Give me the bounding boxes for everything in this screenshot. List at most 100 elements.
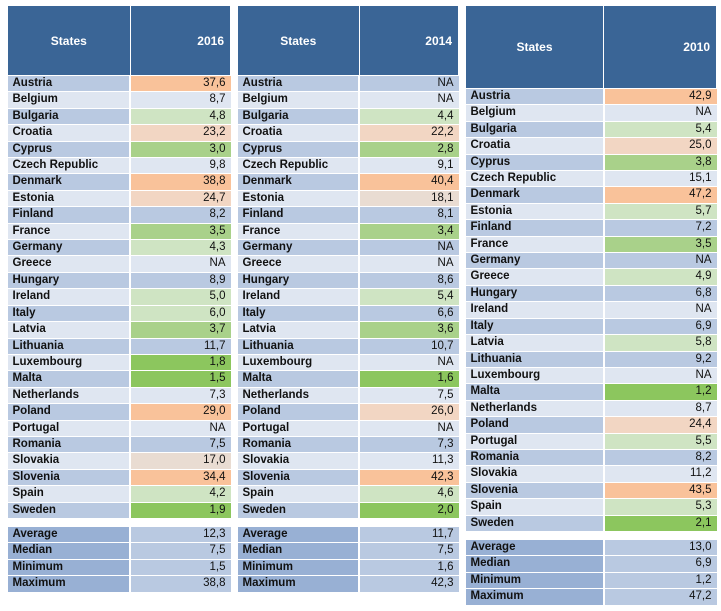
state-name-cell: Sweden xyxy=(7,502,132,519)
value-cell: 3,0 xyxy=(130,141,231,159)
table-row: Denmark 47,2 xyxy=(465,186,717,204)
table-row: Lithuania 11,7 xyxy=(7,338,231,355)
table-row: Romania 8,2 xyxy=(465,449,717,467)
table-row: Slovenia 34,4 xyxy=(7,469,231,487)
value-cell: 5,4 xyxy=(603,121,717,139)
value-cell: 5,5 xyxy=(603,433,717,450)
value-cell: NA xyxy=(603,252,717,270)
summary-label-cell: Median xyxy=(465,555,605,573)
value-cell: 5,4 xyxy=(359,288,459,306)
value-cell: 2,8 xyxy=(359,141,459,159)
state-name-cell: Sweden xyxy=(237,502,361,519)
state-name-cell: Ireland xyxy=(465,301,605,319)
table-row: France 3,5 xyxy=(465,236,717,254)
value-cell: 11,7 xyxy=(130,338,231,355)
state-name-cell: Croatia xyxy=(465,137,605,155)
summary-row: Average 13,0 xyxy=(465,539,717,557)
state-name-cell: Portugal xyxy=(237,420,361,437)
value-cell: NA xyxy=(603,367,717,385)
state-name-cell: Romania xyxy=(237,436,361,454)
value-cell: 1,8 xyxy=(130,354,231,372)
table-spacer xyxy=(7,518,231,527)
state-name-cell: Romania xyxy=(465,449,605,467)
table-row: Estonia 24,7 xyxy=(7,190,231,208)
value-cell: 6,8 xyxy=(603,285,717,303)
table-row: Netherlands 8,7 xyxy=(465,400,717,418)
value-cell: 7,3 xyxy=(130,387,231,405)
table-row: Slovenia 43,5 xyxy=(465,482,717,500)
summary-value-cell: 38,8 xyxy=(130,575,231,593)
value-cell: 4,2 xyxy=(130,485,231,503)
state-name-cell: Austria xyxy=(237,75,361,93)
summary-label-cell: Minimum xyxy=(7,559,132,577)
state-name-cell: Italy xyxy=(237,305,361,323)
value-cell: NA xyxy=(603,301,717,319)
table-row: Latvia 5,8 xyxy=(465,334,717,352)
table-row: Malta 1,6 xyxy=(237,370,459,388)
table-row: Denmark 40,4 xyxy=(237,173,459,191)
state-name-cell: Luxembourg xyxy=(237,354,361,372)
table-header-row: States 2014 xyxy=(237,5,460,76)
table-spacer xyxy=(237,518,459,527)
state-name-cell: Poland xyxy=(7,403,132,421)
value-cell: 9,2 xyxy=(603,351,717,368)
summary-row: Minimum 1,6 xyxy=(237,559,459,577)
table-row: Sweden 2,1 xyxy=(465,515,717,532)
value-cell: 43,5 xyxy=(603,482,717,500)
summary-row: Median 7,5 xyxy=(237,542,459,560)
table-row: France 3,4 xyxy=(237,223,459,241)
table-row: Portugal 5,5 xyxy=(465,433,717,450)
year-column-header: 2014 xyxy=(358,5,460,76)
table-row: Estonia 5,7 xyxy=(465,203,717,221)
state-name-cell: Latvia xyxy=(7,321,132,339)
value-cell: 6,0 xyxy=(130,305,231,323)
state-name-cell: Ireland xyxy=(237,288,361,306)
table-header-row: States 2016 xyxy=(7,5,232,76)
table-header-row: States 2010 xyxy=(464,5,717,89)
summary-value-cell: 7,5 xyxy=(130,542,231,560)
value-cell: 8,1 xyxy=(359,206,459,224)
value-cell: 1,9 xyxy=(130,502,231,519)
table-row: Sweden 1,9 xyxy=(7,502,231,519)
table-row: Latvia 3,7 xyxy=(7,321,231,339)
state-name-cell: Greece xyxy=(465,268,605,286)
table-row: Italy 6,9 xyxy=(465,318,717,336)
state-name-cell: France xyxy=(7,223,132,241)
table-row: Latvia 3,6 xyxy=(237,321,459,339)
value-cell: 9,8 xyxy=(130,157,231,175)
state-name-cell: Lithuania xyxy=(7,338,132,355)
state-name-cell: Estonia xyxy=(465,203,605,221)
state-name-cell: Slovenia xyxy=(465,482,605,500)
state-name-cell: Latvia xyxy=(237,321,361,339)
value-cell: 3,4 xyxy=(359,223,459,241)
value-cell: 7,5 xyxy=(130,436,231,454)
state-name-cell: Malta xyxy=(7,370,132,388)
table-row: Austria 42,9 xyxy=(465,88,717,106)
summary-value-cell: 42,3 xyxy=(359,575,459,593)
summary-row: Median 6,9 xyxy=(465,555,717,573)
state-name-cell: Austria xyxy=(465,88,605,106)
summary-row: Maximum 42,3 xyxy=(237,575,459,593)
state-name-cell: Slovakia xyxy=(465,465,605,483)
state-name-cell: Lithuania xyxy=(237,338,361,355)
table-row: Belgium NA xyxy=(465,104,717,122)
table-row: Sweden 2,0 xyxy=(237,502,459,519)
table-row: Bulgaria 5,4 xyxy=(465,121,717,139)
value-cell: 4,6 xyxy=(359,485,459,503)
table-row: Lithuania 9,2 xyxy=(465,351,717,368)
table-row: Poland 29,0 xyxy=(7,403,231,421)
value-cell: 5,0 xyxy=(130,288,231,306)
table-row: Ireland 5,0 xyxy=(7,288,231,306)
table-row: Slovakia 11,2 xyxy=(465,465,717,483)
summary-row: Average 12,3 xyxy=(7,526,231,544)
state-name-cell: Croatia xyxy=(237,124,361,142)
summary-value-cell: 47,2 xyxy=(603,588,717,606)
value-cell: 18,1 xyxy=(359,190,459,208)
state-name-cell: Bulgaria xyxy=(237,108,361,126)
table-row: Croatia 23,2 xyxy=(7,124,231,142)
table-row: Slovakia 17,0 xyxy=(7,452,231,470)
year-column-header: 2010 xyxy=(603,5,717,89)
table-body: Austria NA Belgium NA Bulgaria 4,4 Croatia 22,2… xyxy=(237,75,459,593)
summary-label-cell: Maximum xyxy=(465,588,605,606)
value-cell: 2,1 xyxy=(603,515,717,532)
